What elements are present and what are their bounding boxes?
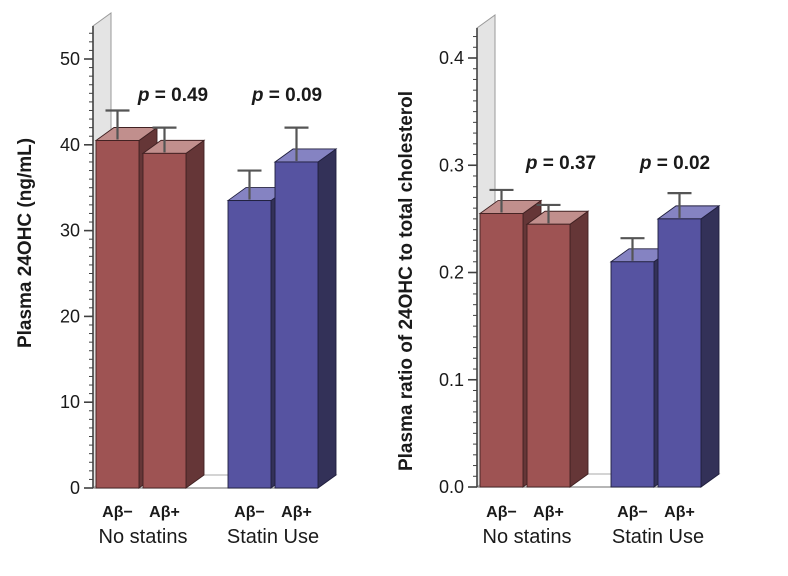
y-tick-label: 30	[60, 221, 80, 241]
error-bar	[536, 203, 561, 224]
y-axis-title: Plasma 24OHC (ng/mL)	[15, 138, 36, 348]
y-tick-label: 0.3	[439, 155, 464, 175]
bar-front-face	[227, 200, 272, 489]
y-axis-title: Plasma ratio of 24OHC to total cholester…	[396, 91, 417, 471]
bar-side-face	[317, 148, 337, 489]
right-chart: 0.0 0.1 0.2 0.3 0.4 Plasma ratio of 24OHC to …	[396, 14, 721, 548]
bar-front-face	[526, 223, 571, 488]
p-value-label: p = 0.02	[639, 153, 710, 174]
bar-front-face	[142, 152, 187, 489]
group-label: No statins	[99, 526, 188, 548]
y-tick-label: 0.4	[439, 48, 464, 68]
error-bar	[105, 109, 130, 140]
error-bar	[667, 192, 692, 218]
p-value-label: p = 0.49	[137, 85, 208, 106]
category-label: Aβ−	[102, 504, 133, 521]
category-label: Aβ+	[533, 504, 564, 521]
error-bar	[620, 237, 645, 261]
category-label: Aβ+	[664, 504, 695, 521]
bar-no-statins-abeta-pos	[141, 139, 206, 489]
p-value-label: p = 0.09	[251, 85, 322, 106]
category-label: Aβ−	[486, 504, 517, 521]
y-tick-label: 10	[60, 392, 80, 412]
category-label: Aβ+	[281, 504, 312, 521]
bar-no-statins-abeta-pos	[525, 210, 590, 488]
group-label: Statin Use	[227, 526, 319, 548]
error-bar	[489, 188, 514, 213]
bar-front-face	[657, 218, 702, 488]
y-tick-label: 0	[70, 478, 80, 498]
bar-statin-use-abeta-pos	[656, 204, 721, 488]
left-chart: 0 10 20 30 40 50 Plasma 24OHC (ng/mL) Aβ− Aβ+ Aβ−…	[15, 12, 338, 548]
y-tick-label: 50	[60, 49, 80, 69]
bar-side-face	[569, 210, 589, 488]
bar-statin-use-abeta-pos	[273, 148, 338, 489]
y-tick-label: 0.1	[439, 370, 464, 390]
bar-side-face	[185, 139, 205, 489]
group-label: Statin Use	[612, 526, 704, 548]
bar-front-face	[479, 213, 524, 488]
bar-side-face	[700, 204, 720, 488]
p-value-label: p = 0.37	[525, 153, 596, 174]
y-tick-label: 0.2	[439, 263, 464, 283]
group-label: No statins	[483, 526, 572, 548]
bar-front-face	[95, 140, 140, 489]
bar-front-face	[610, 261, 655, 488]
category-label: Aβ+	[149, 504, 180, 521]
category-label: Aβ−	[617, 504, 648, 521]
y-tick-label: 20	[60, 306, 80, 326]
error-bar	[237, 169, 262, 200]
bar-front-face	[274, 161, 319, 489]
error-bar	[152, 126, 177, 153]
y-tick-label: 0.0	[439, 477, 464, 497]
category-label: Aβ−	[234, 504, 265, 521]
y-tick-label: 40	[60, 135, 80, 155]
error-bar	[284, 126, 309, 161]
